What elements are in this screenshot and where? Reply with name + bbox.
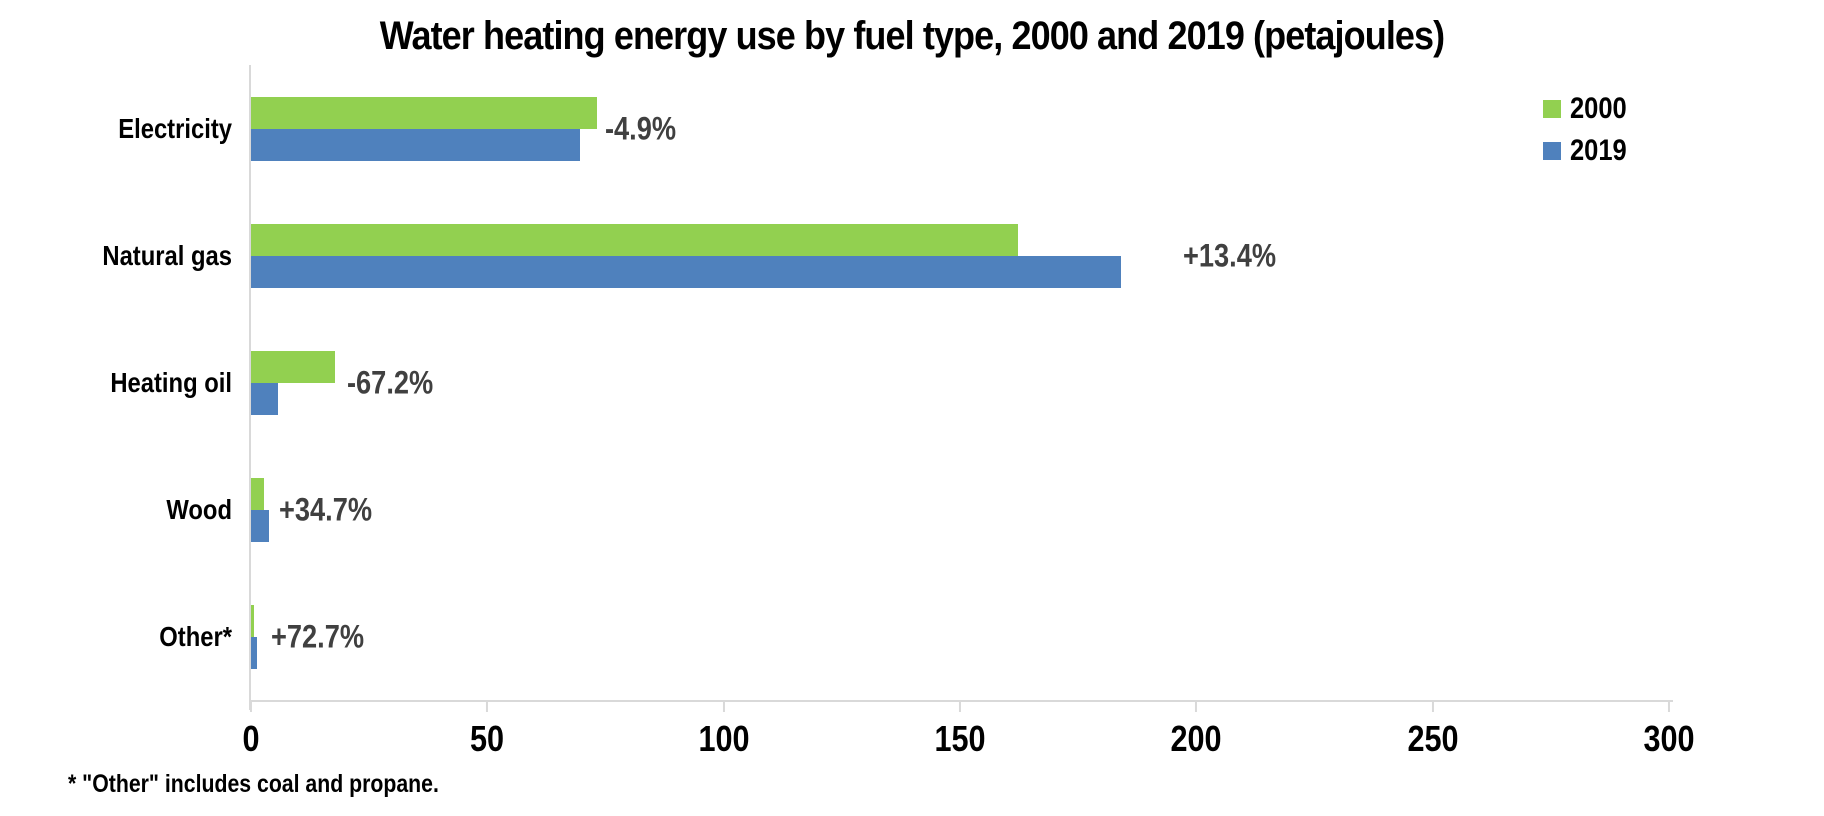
bar-2000 [251, 350, 336, 383]
x-tick: 100 [694, 702, 754, 760]
bar-2019 [251, 509, 269, 542]
bar-2000 [251, 604, 255, 637]
pct-change-label: -67.2% [347, 364, 434, 400]
plot-rows: Electricity -4.9% Natural gas +13.4% Hea… [0, 65, 1824, 700]
bar-2019 [251, 382, 279, 415]
legend-swatch [1543, 142, 1561, 160]
tick-label: 300 [1643, 718, 1695, 759]
tick-label: 250 [1407, 718, 1459, 759]
category-row: Natural gas +13.4% [0, 192, 1824, 319]
x-tick: 50 [467, 702, 507, 760]
bar-group: -4.9% [251, 96, 1669, 161]
bar-2019 [251, 636, 257, 669]
bar-2000 [251, 96, 597, 129]
tick-mark [1431, 702, 1434, 712]
category-row: Heating oil -67.2% [0, 319, 1824, 446]
category-label: Other* [159, 620, 232, 652]
tick-label: 50 [470, 718, 505, 759]
pct-change-label: +34.7% [278, 491, 372, 527]
bar-2019 [251, 128, 580, 161]
category-row: Wood +34.7% [0, 446, 1824, 573]
legend-item: 2019 [1543, 134, 1637, 168]
category-row: Other* +72.7% [0, 573, 1824, 700]
tick-mark [250, 702, 252, 712]
bar-group: +72.7% [251, 604, 1669, 669]
x-tick: 250 [1403, 702, 1463, 760]
chart-title: Water heating energy use by fuel type, 2… [379, 14, 1445, 58]
x-tick: 300 [1639, 702, 1699, 760]
tick-label: 0 [242, 718, 260, 759]
legend-item: 2000 [1543, 92, 1637, 126]
category-row: Electricity -4.9% [0, 65, 1824, 192]
pct-change-label: -4.9% [604, 110, 677, 146]
pct-change-label: +13.4% [1182, 237, 1276, 273]
x-tick: 200 [1166, 702, 1226, 760]
bar-2019 [251, 255, 1121, 288]
bar-group: +13.4% [251, 223, 1669, 288]
tick-mark [1667, 702, 1670, 712]
footnote: * "Other" includes coal and propane. [68, 770, 439, 798]
legend-label: 2019 [1570, 134, 1627, 167]
bar-group: -67.2% [251, 350, 1669, 415]
x-axis-line [249, 700, 1673, 702]
x-axis-ticks: 0 50 100 150 200 250 300 [242, 702, 1695, 762]
x-tick: 150 [930, 702, 990, 760]
category-label: Wood [166, 493, 232, 525]
bar-2000 [251, 477, 265, 510]
tick-mark [958, 702, 961, 712]
tick-mark [486, 702, 489, 712]
legend-label: 2000 [1570, 92, 1627, 125]
bar-2000 [251, 223, 1019, 256]
tick-label: 200 [1170, 718, 1222, 759]
tick-mark [722, 702, 725, 712]
legend-swatch [1543, 100, 1561, 118]
bar-group: +34.7% [251, 477, 1669, 542]
category-label: Natural gas [102, 239, 232, 271]
legend: 2000 2019 [1543, 92, 1637, 168]
tick-label: 100 [698, 718, 750, 759]
y-axis-line [249, 65, 251, 710]
x-tick: 0 [241, 702, 261, 760]
pct-change-label: +72.7% [270, 618, 364, 654]
tick-mark [1195, 702, 1198, 712]
category-label: Heating oil [110, 366, 232, 398]
category-label: Electricity [118, 112, 232, 144]
tick-label: 150 [934, 718, 986, 759]
